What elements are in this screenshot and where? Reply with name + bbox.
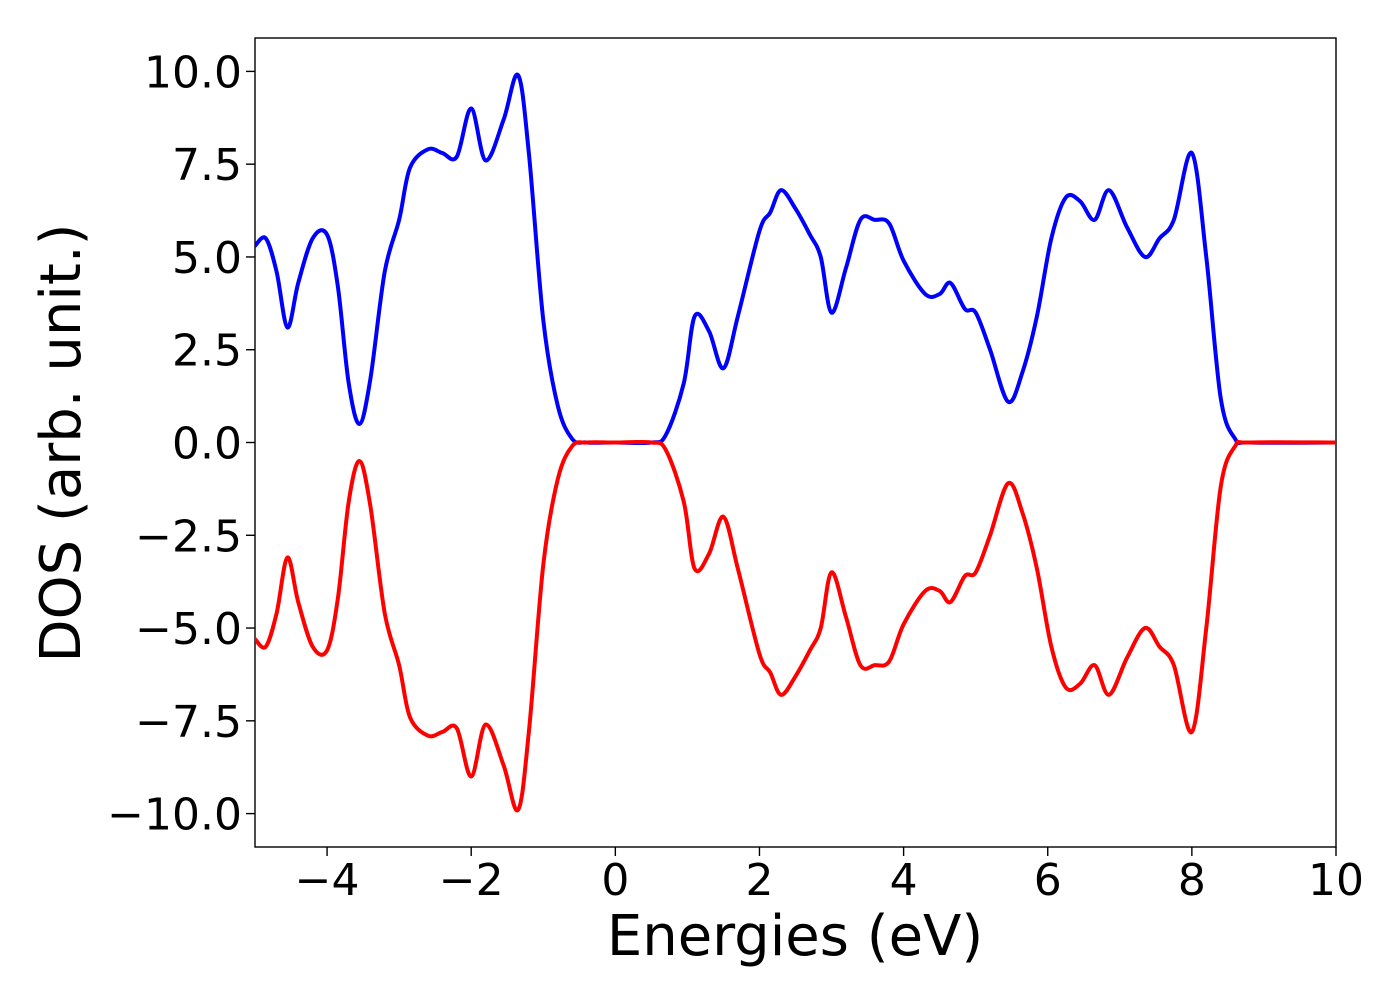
y-tick-label: −10.0 (107, 790, 242, 841)
x-tick-label: 10 (1308, 855, 1364, 906)
y-axis-ticks: 10.0 7.5 5.0 2.5 0.0 −2.5 −5.0 −7.5 −10.0 (107, 47, 255, 841)
x-tick-label: 0 (601, 855, 629, 906)
y-tick-label: 5.0 (172, 233, 242, 284)
y-tick-label: −5.0 (135, 604, 242, 655)
y-tick-label: −2.5 (135, 511, 242, 562)
series-line-spin-up (255, 72, 1336, 446)
x-tick-label: 6 (1034, 855, 1062, 906)
x-tick-label: −2 (439, 855, 504, 906)
y-tick-label: 0.0 (172, 419, 242, 470)
y-tick-label: −7.5 (135, 697, 242, 748)
y-tick-label: 10.0 (144, 47, 242, 98)
series-layer (255, 72, 1336, 813)
y-tick-label: 7.5 (172, 140, 242, 191)
y-tick-label: 2.5 (172, 326, 242, 377)
x-axis-label: Energies (eV) (607, 904, 983, 969)
x-tick-label: 2 (745, 855, 773, 906)
x-tick-label: 4 (890, 855, 918, 906)
y-axis-label: DOS (arb. unit.) (29, 223, 94, 662)
series-line-spin-down (255, 439, 1336, 813)
x-axis-ticks: −4 −2 0 2 4 6 8 10 (295, 847, 1364, 906)
x-tick-label: −4 (295, 855, 360, 906)
x-tick-label: 8 (1178, 855, 1206, 906)
